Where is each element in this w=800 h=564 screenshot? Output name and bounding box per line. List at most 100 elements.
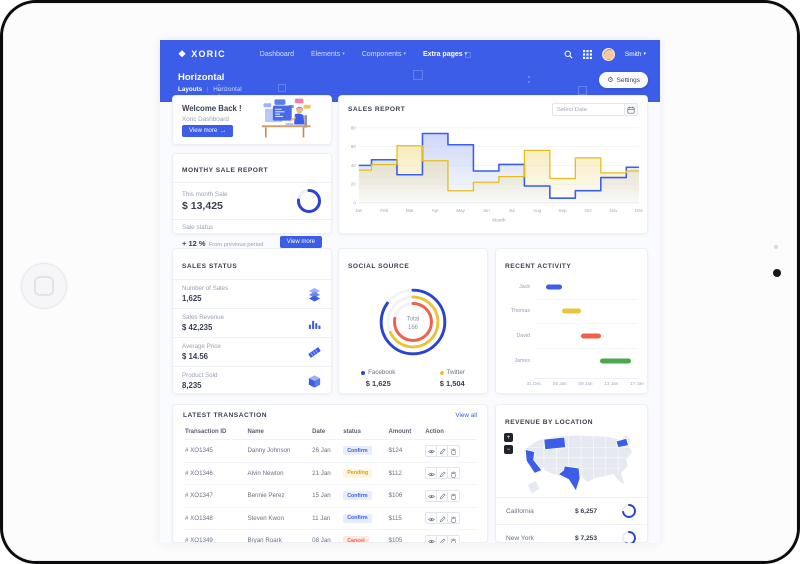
transaction-id-link[interactable]: # XO1348 xyxy=(183,507,246,530)
svg-text:Jan: Jan xyxy=(355,208,363,213)
card-title: LATEST TRANSACTION xyxy=(183,412,267,419)
trash-icon xyxy=(450,536,457,543)
table-row: # XO1345 Danny Johnson 26 Jan Confirm $124 xyxy=(183,439,477,463)
svg-text:40: 40 xyxy=(351,163,357,168)
card-title: SOCIAL SOURCE xyxy=(348,263,410,270)
map-zoom-in-button[interactable]: + xyxy=(504,433,513,442)
welcome-card: Welcome Back ! Xoric Dashboard View more… xyxy=(172,95,332,145)
us-map[interactable] xyxy=(517,431,643,497)
view-button[interactable] xyxy=(426,468,438,478)
apps-grid-icon[interactable] xyxy=(582,49,592,59)
month-sale-label: This month Sale xyxy=(182,190,228,198)
view-button[interactable] xyxy=(426,513,438,523)
view-button[interactable] xyxy=(426,535,438,543)
legend-item-facebook: Facebook $ 1,625 xyxy=(361,369,395,388)
table-row: # XO1348 Steven Kwon 11 Jan Confirm $115 xyxy=(183,507,477,530)
column-header: Date xyxy=(310,425,342,440)
activity-row: David xyxy=(516,324,637,349)
table-row: # XO1346 Alvin Newton 21 Jan Pending $112 xyxy=(183,462,477,485)
svg-text:Jul: Jul xyxy=(509,208,515,213)
status-badge: Cancel xyxy=(343,536,369,543)
eye-icon xyxy=(427,446,435,456)
location-progress-ring xyxy=(622,504,636,518)
state-california[interactable] xyxy=(524,449,543,474)
transaction-id-link[interactable]: # XO1347 xyxy=(183,484,246,508)
nav-item-elements[interactable]: Elements ▾ xyxy=(311,50,345,58)
location-row: New York $ 7,253 xyxy=(496,524,647,543)
svg-text:Month: Month xyxy=(492,218,505,224)
monthly-view-more-button[interactable]: View more xyxy=(279,236,322,248)
delete-button[interactable] xyxy=(448,445,460,456)
welcome-subtitle: Xoric Dashboard xyxy=(182,116,229,123)
decor-square xyxy=(578,86,587,95)
calendar-icon xyxy=(627,106,635,114)
edit-button[interactable] xyxy=(437,535,449,543)
brand-logo[interactable]: ❖ XORIC xyxy=(178,49,226,60)
sales-step-area-chart: 0 20 40 60 80 Jan Feb Mar Apr May Jun Jul Aug Sep Oct N… xyxy=(351,125,644,224)
delete-button[interactable] xyxy=(448,490,460,501)
pencil-icon xyxy=(439,536,446,543)
search-icon[interactable] xyxy=(564,50,573,59)
home-button[interactable] xyxy=(21,263,67,309)
edit-button[interactable] xyxy=(437,445,449,456)
svg-text:166: 166 xyxy=(408,325,419,331)
delete-button[interactable] xyxy=(448,535,460,543)
transaction-id-link[interactable]: # XO1349 xyxy=(183,529,246,543)
user-name: Smith xyxy=(624,50,642,58)
eye-icon xyxy=(427,536,435,543)
state-new-york[interactable] xyxy=(615,437,629,448)
table-row: # XO1349 Bryan Roark 08 Jan Cancel $105 xyxy=(183,529,477,543)
avatar[interactable] xyxy=(601,47,615,61)
svg-text:Aug: Aug xyxy=(533,208,542,213)
calendar-button[interactable] xyxy=(624,103,638,116)
activity-row: James xyxy=(514,349,637,374)
status-item: Product Sold 8,235 xyxy=(173,367,331,395)
sale-delta-note: From previous period xyxy=(208,242,264,248)
activity-row: Thomas xyxy=(511,300,637,324)
breadcrumb-section[interactable]: Layouts xyxy=(178,86,203,93)
pencil-icon xyxy=(439,513,446,523)
nav-item-extra-pages[interactable]: Extra pages ▾ xyxy=(422,50,468,58)
state-montana[interactable] xyxy=(543,436,566,450)
delete-button[interactable] xyxy=(448,468,460,478)
svg-text:Mar: Mar xyxy=(406,208,414,213)
us-map-widget: + − xyxy=(496,431,647,497)
map-zoom-out-button[interactable]: − xyxy=(504,445,513,454)
date-picker xyxy=(552,103,638,116)
nav-item-dashboard[interactable]: Dashboard xyxy=(259,50,295,58)
svg-text:May: May xyxy=(456,208,465,213)
nav-item-components[interactable]: Components ▾ xyxy=(361,50,406,58)
transaction-id-link[interactable]: # XO1345 xyxy=(183,439,246,463)
sensor-dot xyxy=(774,245,778,249)
column-header: Name xyxy=(245,425,311,440)
edit-button[interactable] xyxy=(437,468,449,478)
avatar-image xyxy=(602,48,614,60)
chevron-down-icon: ▾ xyxy=(403,51,406,57)
view-button[interactable] xyxy=(426,445,438,456)
settings-button[interactable]: ⚙ Settings xyxy=(599,72,648,88)
edit-button[interactable] xyxy=(437,513,449,523)
user-menu[interactable]: Smith ▾ xyxy=(625,51,646,58)
svg-text:60: 60 xyxy=(351,144,357,149)
select-date-input[interactable] xyxy=(552,103,624,116)
page-title: Horizontal xyxy=(178,72,225,83)
column-header: Transaction ID xyxy=(183,425,246,440)
view-button[interactable] xyxy=(426,490,438,501)
transaction-id-link[interactable]: # XO1346 xyxy=(183,462,246,485)
location-row: California $ 6,257 xyxy=(496,497,647,524)
dashboard-app: ❖ XORIC Dashboard Elements ▾ Components ▾ Ext… xyxy=(160,40,660,543)
welcome-view-more-button[interactable]: View more → xyxy=(182,125,234,137)
status-badge: Confirm xyxy=(343,446,372,456)
state-texas[interactable] xyxy=(557,465,581,492)
home-button-icon xyxy=(34,276,54,296)
decor-square xyxy=(413,70,423,80)
monthly-donut-chart xyxy=(297,189,321,213)
status-badge: Pending xyxy=(343,468,373,478)
view-all-link[interactable]: View all xyxy=(455,412,477,419)
activity-axis: 31 Dec 05 Jan 09 Jan 13 Jan 17 Jan xyxy=(527,378,644,386)
camera-dot xyxy=(773,269,781,277)
delete-button[interactable] xyxy=(448,513,460,523)
edit-button[interactable] xyxy=(437,490,449,501)
header-band xyxy=(160,40,660,102)
